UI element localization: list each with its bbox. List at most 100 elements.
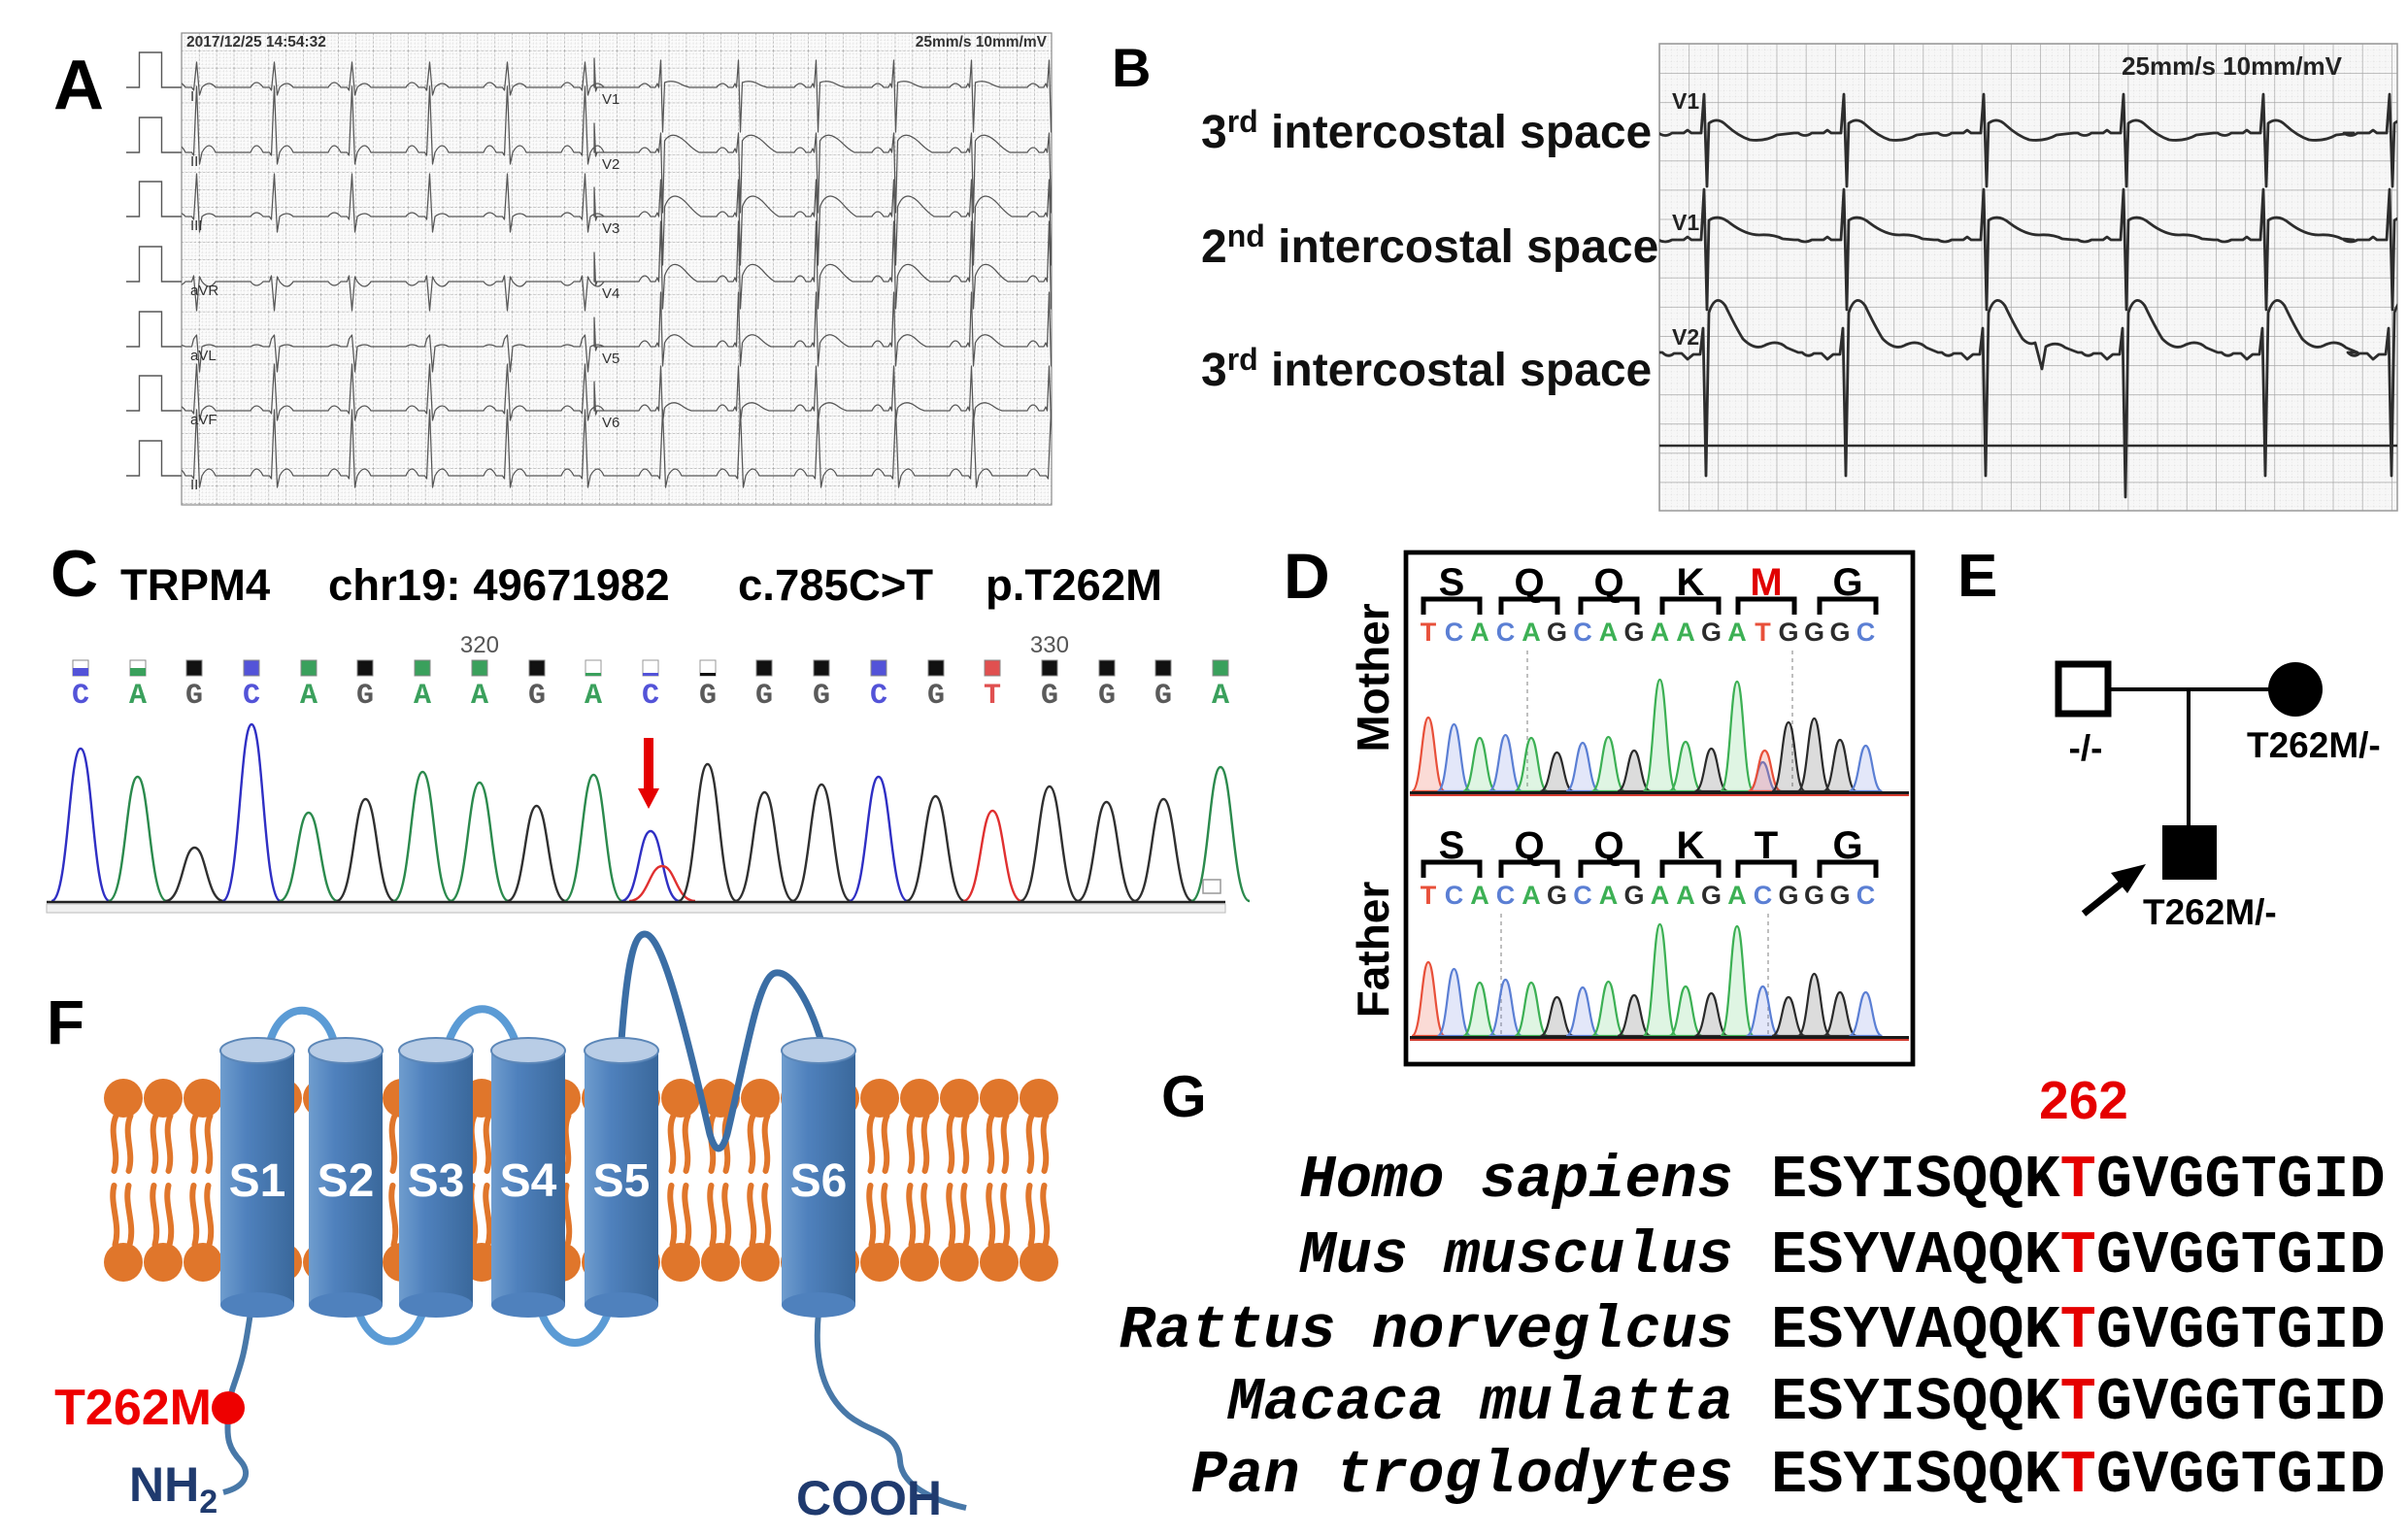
svg-text:A: A (1727, 881, 1747, 910)
svg-text:G: G (1701, 881, 1722, 910)
svg-text:ESYISQQKTGVGGTGID: ESYISQQKTGVGGTGID (1771, 1368, 2386, 1437)
svg-text:A: A (1599, 618, 1619, 647)
svg-text:Father: Father (1348, 882, 1398, 1019)
svg-text:Homo sapiens: Homo sapiens (1300, 1146, 1733, 1215)
svg-text:COOH: COOH (796, 1471, 942, 1525)
svg-text:I: I (190, 88, 194, 105)
svg-text:G: G (1701, 618, 1722, 647)
svg-text:E: E (1957, 543, 1997, 610)
svg-text:aVR: aVR (190, 283, 218, 299)
svg-text:G: G (1098, 680, 1116, 713)
svg-text:C: C (1496, 618, 1516, 647)
svg-text:ESYISQQKTGVGGTGID: ESYISQQKTGVGGTGID (1771, 1146, 2386, 1215)
svg-text:G: G (813, 680, 830, 713)
svg-text:A: A (1727, 618, 1747, 647)
svg-text:chr19: 49671982: chr19: 49671982 (328, 560, 670, 610)
svg-text:III: III (190, 217, 203, 234)
svg-text:A: A (129, 680, 147, 713)
svg-text:330: 330 (1030, 632, 1069, 658)
svg-text:G: G (356, 680, 374, 713)
svg-text:3rd intercostal space: 3rd intercostal space (1201, 342, 1652, 396)
svg-text:T: T (984, 680, 1001, 713)
svg-text:G: G (1623, 881, 1644, 910)
svg-text:Mus musculus: Mus musculus (1299, 1221, 1733, 1290)
svg-text:25mm/s 10mm/mV: 25mm/s 10mm/mV (916, 34, 1048, 50)
svg-text:G: G (1547, 618, 1567, 647)
svg-text:A: A (1651, 881, 1670, 910)
svg-text:T262M/-: T262M/- (2247, 725, 2381, 765)
svg-text:aVL: aVL (190, 348, 217, 364)
svg-text:S1: S1 (229, 1155, 286, 1207)
svg-text:G: G (1778, 881, 1798, 910)
svg-text:V4: V4 (602, 285, 619, 302)
svg-text:A: A (53, 47, 104, 124)
svg-text:V2: V2 (1672, 324, 1699, 350)
svg-text:G: G (1547, 881, 1567, 910)
svg-text:ESYVAQQKTGVGGTGID: ESYVAQQKTGVGGTGID (1771, 1221, 2386, 1290)
svg-text:262: 262 (2039, 1070, 2128, 1130)
svg-text:C: C (1496, 881, 1516, 910)
svg-text:V5: V5 (602, 351, 619, 367)
svg-text:p.T262M: p.T262M (986, 560, 1162, 610)
svg-text:G: G (528, 680, 546, 713)
svg-text:25mm/s 10mm/mV: 25mm/s 10mm/mV (2122, 51, 2343, 81)
svg-text:V6: V6 (602, 415, 619, 431)
svg-text:C: C (72, 680, 89, 713)
svg-text:NH2: NH2 (129, 1457, 217, 1520)
svg-text:3rd intercostal space: 3rd intercostal space (1201, 104, 1652, 158)
svg-text:Rattus norveglcus: Rattus norveglcus (1119, 1296, 1733, 1365)
svg-text:A: A (585, 680, 602, 713)
svg-text:G: G (1804, 881, 1824, 910)
svg-text:C: C (1856, 881, 1876, 910)
svg-text:G: G (1804, 618, 1824, 647)
svg-text:Mother: Mother (1348, 603, 1398, 752)
svg-text:Pan troglodytes: Pan troglodytes (1191, 1441, 1733, 1510)
svg-text:A: A (1522, 618, 1541, 647)
svg-text:G: G (1623, 618, 1644, 647)
svg-text:D: D (1284, 540, 1330, 612)
svg-text:II: II (190, 477, 198, 493)
svg-text:A: A (471, 680, 488, 713)
svg-text:G: G (1829, 618, 1850, 647)
svg-text:A: A (1676, 618, 1695, 647)
svg-text:A: A (1212, 680, 1229, 713)
svg-text:G: G (1041, 680, 1058, 713)
svg-text:T: T (1755, 618, 1771, 647)
svg-text:T: T (1421, 618, 1437, 647)
svg-text:A: A (1470, 618, 1489, 647)
svg-text:V1: V1 (602, 91, 619, 108)
svg-text:A: A (1676, 881, 1695, 910)
svg-text:ESYISQQKTGVGGTGID: ESYISQQKTGVGGTGID (1771, 1441, 2386, 1510)
svg-text:A: A (1599, 881, 1619, 910)
svg-text:T262M/-: T262M/- (2143, 892, 2277, 932)
svg-text:S2: S2 (318, 1155, 375, 1207)
svg-text:Macaca mulatta: Macaca mulatta (1226, 1368, 1733, 1437)
svg-text:S4: S4 (500, 1155, 557, 1207)
svg-text:A: A (1522, 881, 1541, 910)
svg-text:ESYVAQQKTGVGGTGID: ESYVAQQKTGVGGTGID (1771, 1296, 2386, 1365)
svg-text:G: G (1161, 1064, 1207, 1129)
svg-text:S6: S6 (790, 1155, 848, 1207)
svg-text:aVF: aVF (190, 412, 217, 428)
svg-text:F: F (47, 987, 84, 1057)
svg-text:320: 320 (460, 632, 499, 658)
svg-text:C: C (1445, 618, 1464, 647)
svg-text:C: C (243, 680, 260, 713)
svg-text:C: C (870, 680, 887, 713)
svg-text:A: A (1651, 618, 1670, 647)
svg-text:C: C (1445, 881, 1464, 910)
svg-text:2017/12/25 14:54:32: 2017/12/25 14:54:32 (186, 34, 326, 50)
svg-text:B: B (1112, 37, 1151, 98)
svg-text:c.785C>T: c.785C>T (738, 560, 933, 610)
svg-text:G: G (1778, 618, 1798, 647)
svg-text:C: C (1754, 881, 1773, 910)
svg-text:S3: S3 (408, 1155, 465, 1207)
svg-text:C: C (1573, 618, 1592, 647)
svg-text:G: G (1154, 680, 1172, 713)
svg-text:V1: V1 (1672, 210, 1699, 235)
svg-text:V1: V1 (1672, 88, 1699, 114)
svg-text:TRPM4: TRPM4 (120, 560, 271, 610)
svg-text:C: C (50, 537, 98, 611)
svg-text:T262M: T262M (54, 1380, 212, 1436)
svg-text:A: A (414, 680, 431, 713)
